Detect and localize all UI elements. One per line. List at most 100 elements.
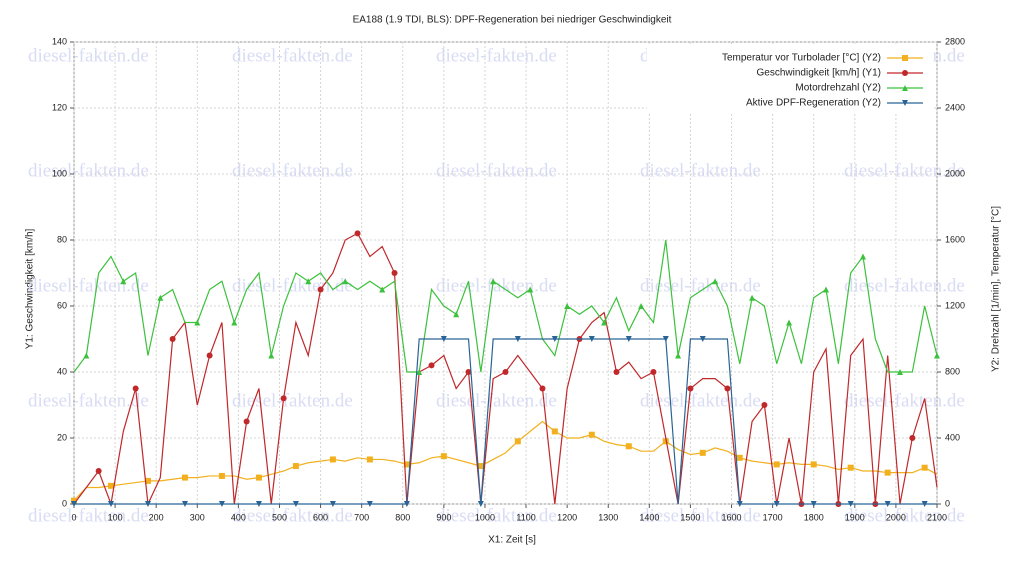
marker [662,438,669,445]
marker [440,336,447,342]
legend-label: Motordrehzahl (Y2) [795,83,881,94]
marker [934,352,940,359]
watermark: diesel-fakten.de [844,160,965,181]
y-tick-label: 80 [57,234,67,244]
marker [921,501,928,507]
x-tick-label: 1000 [475,512,495,522]
marker [181,474,188,481]
marker [329,456,336,463]
marker [551,428,558,435]
series-line [73,239,938,373]
marker [329,501,336,507]
marker [107,501,114,507]
watermark: diesel-fakten.de [844,390,965,411]
watermark: diesel-fakten.de [640,390,761,411]
x-tick-label: 2000 [886,512,906,522]
y2-axis-label: Y2: Drehzahl [1/min], Temperatur [°C] [991,206,1002,372]
marker [366,501,373,507]
marker [551,336,558,342]
marker [810,461,817,468]
marker [292,463,299,470]
marker [231,319,238,326]
series-line [73,420,938,502]
marker [902,85,908,91]
marker [564,303,571,309]
marker [736,454,743,461]
marker [860,253,867,260]
series-line [73,232,938,507]
watermark: diesel-fakten.de [232,160,353,181]
marker [625,336,632,342]
chart-title: EA188 (1.9 TDI, BLS): DPF-Regeneration b… [353,15,672,26]
marker [884,469,891,476]
marker [810,501,817,507]
y-tick-label: 140 [52,36,67,46]
marker [157,294,164,301]
watermark: diesel-fakten.de [436,275,557,296]
marker [120,278,127,285]
marker [638,303,645,309]
marker [403,461,410,468]
y2-tick-label: 800 [945,366,960,376]
y2-tick-label: 2000 [945,168,965,178]
marker [588,336,595,342]
x-tick-label: 900 [436,512,451,522]
marker [699,449,706,456]
marker [902,55,908,61]
x-tick-label: 1700 [763,512,783,522]
marker [847,501,854,507]
x-tick-label: 200 [149,512,164,522]
marker [847,464,854,471]
marker [181,501,188,507]
watermark: diesel-fakten.de [640,505,761,526]
marker [317,286,324,293]
marker [902,70,908,76]
marker [749,294,756,301]
marker [514,336,521,342]
x-tick-label: 1300 [598,512,618,522]
marker [169,336,176,342]
marker [588,431,595,438]
marker [107,482,114,489]
x-tick-label: 1600 [722,512,742,522]
x-tick-label: 1400 [639,512,659,522]
marker [465,369,472,375]
x-tick-label: 1500 [680,512,700,522]
marker [601,319,608,326]
watermark: diesel-fakten.de [28,275,149,296]
plot-area [73,41,938,505]
y-tick-label: 60 [57,300,67,310]
marker [823,286,830,293]
marker [675,352,682,359]
marker [477,463,484,470]
marker [292,501,299,507]
legend-box [647,44,933,114]
marker [255,501,262,507]
marker [95,468,102,474]
marker [71,497,77,504]
y2-tick-label: 0 [945,498,950,508]
marker [687,385,694,392]
y-tick-label: 0 [62,498,67,508]
watermark: diesel-fakten.de [844,505,965,526]
marker [255,474,262,481]
y-tick-label: 120 [52,102,67,112]
y-tick-label: 40 [57,366,67,376]
y2-tick-label: 2400 [945,102,965,112]
x-tick-label: 800 [395,512,410,522]
marker [773,501,780,507]
marker [416,369,423,375]
marker [218,472,225,479]
watermark: diesel-fakten.de [232,390,353,411]
watermark: diesel-fakten.de [28,160,149,181]
marker [897,369,904,375]
marker [71,501,77,507]
marker [625,443,632,450]
x-tick-label: 300 [190,512,205,522]
marker [268,352,275,359]
marker [786,319,793,326]
marker [243,418,250,425]
marker [724,385,731,392]
watermark: diesel-fakten.de [436,390,557,411]
